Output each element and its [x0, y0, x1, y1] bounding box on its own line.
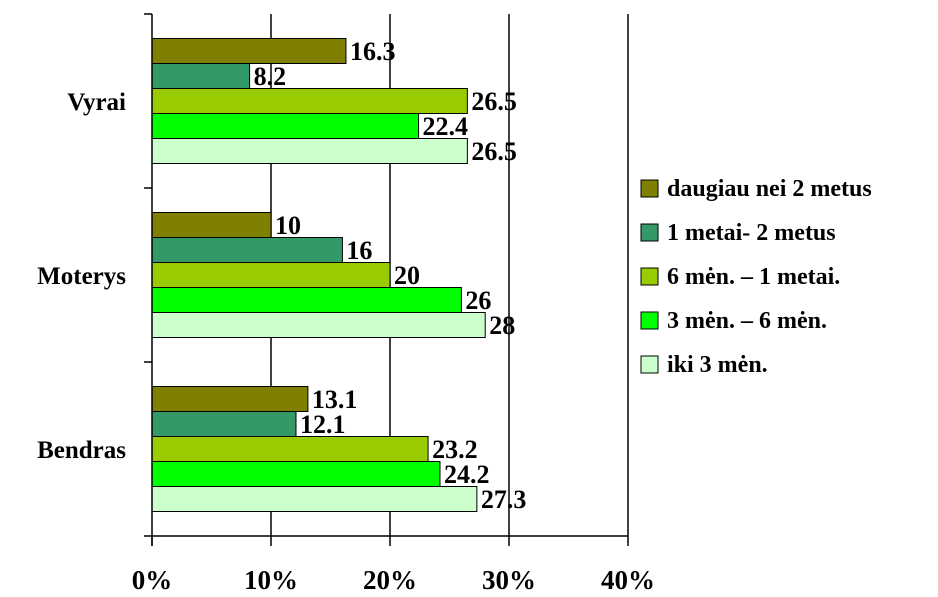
bar: [151, 38, 347, 64]
data-label: 28: [489, 311, 515, 340]
bar: [151, 237, 343, 263]
data-label: 16.3: [350, 37, 396, 66]
data-label: 24.2: [444, 460, 490, 489]
legend-swatch: [640, 311, 659, 330]
bar: [151, 138, 468, 164]
data-label: 16: [346, 236, 372, 265]
legend: daugiau nei 2 metus 1 metai- 2 metus 6 mėn…: [640, 176, 872, 378]
bar: [151, 386, 309, 412]
x-tick-label: 0%: [132, 565, 173, 595]
bar: [151, 486, 478, 512]
legend-swatch: [640, 179, 659, 198]
axes: [144, 13, 629, 546]
data-label: 26.5: [471, 87, 516, 116]
bar: [151, 411, 297, 437]
bar: [151, 287, 462, 313]
legend-label: iki 3 mėn.: [667, 352, 768, 378]
category-label: Vyrai: [67, 89, 126, 116]
bar: [151, 63, 251, 89]
x-tick-label: 20%: [363, 565, 417, 595]
category-label: Bendras: [37, 437, 126, 464]
data-label: 23.2: [432, 435, 478, 464]
category-labels: Vyrai Moterys Bendras: [37, 89, 126, 464]
bar: [151, 88, 468, 114]
data-label: 20: [394, 261, 420, 290]
bar: [151, 113, 420, 139]
legend-label: 3 mėn. – 6 mėn.: [667, 308, 827, 334]
legend-swatch: [640, 267, 659, 286]
data-label: 8.2: [254, 62, 287, 91]
data-label: 10: [275, 211, 301, 240]
bar: [151, 436, 429, 462]
x-tick-label: 40%: [601, 565, 655, 595]
data-label: 13.1: [312, 385, 358, 414]
x-tick-label: 10%: [244, 565, 298, 595]
x-tick-label: 30%: [482, 565, 536, 595]
legend-label: 6 mėn. – 1 metai.: [667, 264, 840, 290]
data-label: 22.4: [423, 112, 469, 141]
legend-label: 1 metai- 2 metus: [667, 220, 836, 246]
data-label: 27.3: [481, 485, 527, 514]
bar: [151, 461, 441, 487]
data-label: 26: [465, 286, 491, 315]
bar: [151, 262, 391, 288]
data-label: 12.1: [300, 410, 346, 439]
x-tick-labels: 0% 10% 20% 30% 40%: [132, 565, 655, 595]
bar: [151, 312, 486, 338]
legend-swatch: [640, 355, 659, 374]
data-label: 26.5: [471, 137, 516, 166]
category-label: Moterys: [37, 263, 126, 290]
legend-swatch: [640, 223, 659, 242]
legend-label: daugiau nei 2 metus: [667, 176, 872, 202]
bar: [151, 212, 272, 238]
